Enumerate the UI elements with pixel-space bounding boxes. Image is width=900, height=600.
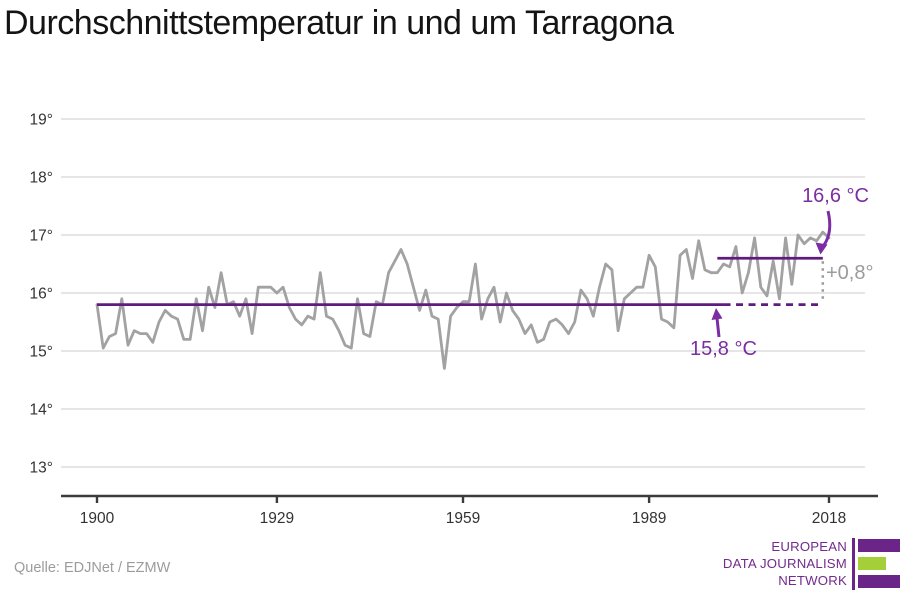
y-axis-tick-label: 13° — [30, 460, 53, 477]
logo-line-network: NETWORK — [778, 573, 847, 588]
arrow-to-recent-head — [815, 242, 828, 255]
logo-bars — [858, 537, 900, 588]
annotation-recent-mean: 16,6 °C — [802, 185, 869, 207]
y-axis-tick-label: 18° — [30, 170, 53, 187]
logo-line-european: EUROPEAN — [771, 539, 847, 554]
arrow-to-recent — [822, 210, 832, 246]
y-axis-tick-label: 16° — [30, 286, 53, 303]
chart-title: Durchschnittstemperatur in und um Tarrag… — [4, 4, 674, 42]
source-credit: Quelle: EDJNet / EZMW — [14, 560, 171, 576]
logo-line-datajournalism: DATA JOURNALISM — [722, 556, 847, 571]
x-axis-tick-label: 2018 — [812, 510, 846, 527]
x-axis-tick-label: 1989 — [632, 510, 666, 527]
temperature-series-line — [95, 230, 831, 370]
logo-divider — [852, 538, 855, 590]
x-axis-tick-label: 1929 — [260, 510, 294, 527]
logo-bar-purple-bottom — [858, 575, 900, 588]
y-axis-tick-label: 17° — [30, 228, 53, 245]
edjnet-logo: EUROPEAN DATA JOURNALISM NETWORK — [723, 537, 900, 590]
x-axis-tick-label: 1900 — [80, 510, 115, 527]
annotation-delta: +0,8° — [826, 262, 874, 284]
logo-bar-green — [858, 557, 886, 570]
y-axis-tick-label: 14° — [30, 402, 53, 419]
arrow-to-baseline — [715, 317, 721, 338]
y-axis-tick-label: 15° — [30, 344, 53, 361]
logo-bar-purple-top — [858, 539, 900, 552]
arrow-to-baseline-head — [711, 308, 723, 320]
y-axis-tick-label: 19° — [30, 112, 53, 129]
annotation-baseline-mean: 15,8 °C — [690, 338, 757, 360]
x-axis-tick-label: 1959 — [446, 510, 480, 527]
edjnet-logo-text: EUROPEAN DATA JOURNALISM NETWORK — [723, 537, 847, 589]
